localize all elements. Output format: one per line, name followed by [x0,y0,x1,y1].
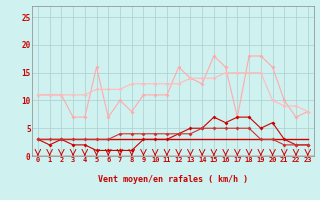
X-axis label: Vent moyen/en rafales ( km/h ): Vent moyen/en rafales ( km/h ) [98,174,248,184]
